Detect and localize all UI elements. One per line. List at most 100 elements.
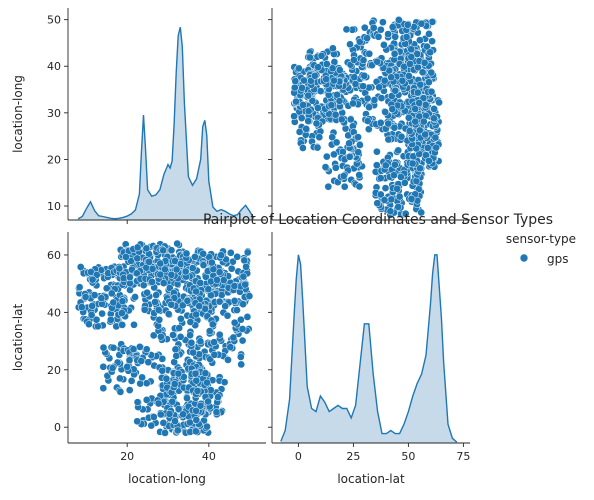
- scatter-point: [203, 378, 211, 387]
- scatter-point: [386, 207, 395, 216]
- scatter-point: [149, 331, 158, 340]
- scatter-point: [346, 40, 354, 49]
- scatter-point: [85, 320, 93, 329]
- y-tick-label: 40: [47, 60, 61, 73]
- scatter-point: [133, 243, 142, 252]
- scatter-point: [159, 246, 168, 255]
- scatter-point: [99, 343, 108, 352]
- y-axis-label-lat: location-lat: [11, 304, 25, 372]
- scatter-point: [324, 182, 333, 191]
- scatter-point: [215, 297, 224, 306]
- scatter-point: [116, 388, 125, 396]
- scatter-point: [107, 289, 116, 298]
- scatter-point: [142, 345, 151, 354]
- scatter-point: [215, 268, 224, 277]
- x-tick-label: 75: [456, 450, 470, 463]
- x-axis-label-lat: location-lat: [337, 472, 405, 486]
- scatter-point: [426, 48, 435, 57]
- scatter-point: [365, 103, 373, 112]
- scatter-point: [118, 309, 126, 317]
- scatter-point: [237, 360, 246, 369]
- scatter-point: [142, 396, 151, 404]
- scatter-point: [317, 51, 326, 60]
- scatter-point: [407, 53, 416, 61]
- scatter-point: [394, 16, 403, 24]
- scatter-point: [363, 117, 372, 125]
- scatter-point: [142, 244, 151, 253]
- scatter-point: [233, 306, 241, 314]
- scatter-point: [238, 336, 247, 345]
- scatter-point: [217, 251, 225, 260]
- scatter-point: [204, 285, 213, 294]
- scatter-point: [405, 72, 413, 80]
- scatter-point: [397, 132, 406, 141]
- scatter-point: [145, 257, 153, 266]
- scatter-point: [161, 429, 169, 437]
- scatter-point: [321, 163, 330, 171]
- scatter-point: [88, 275, 97, 284]
- scatter-point: [300, 76, 308, 85]
- scatter-point: [219, 276, 228, 284]
- scatter-point: [402, 33, 411, 41]
- x-tick-label: 25: [346, 450, 360, 463]
- scatter-point: [125, 386, 134, 394]
- scatter-point: [92, 315, 101, 324]
- scatter-point: [405, 127, 414, 135]
- scatter-point: [174, 405, 183, 413]
- scatter-point: [192, 376, 201, 385]
- scatter-point: [375, 83, 383, 92]
- scatter-point: [330, 76, 338, 85]
- scatter-point: [330, 150, 338, 159]
- scatter-point: [191, 253, 199, 261]
- y-tick-label: 30: [47, 107, 61, 120]
- scatter-point: [339, 172, 348, 180]
- scatter-point: [129, 345, 138, 354]
- scatter-point: [156, 259, 165, 268]
- scatter-point: [88, 302, 97, 310]
- scatter-point: [314, 63, 322, 71]
- scatter-point: [172, 265, 181, 274]
- legend-title: sensor-type: [506, 232, 576, 246]
- scatter-point: [174, 369, 183, 378]
- scatter-point: [428, 37, 436, 46]
- scatter-point: [157, 332, 165, 341]
- scatter-point: [224, 356, 232, 364]
- scatter-point: [384, 30, 392, 38]
- scatter-point: [380, 41, 388, 49]
- scatter-point: [355, 182, 364, 191]
- scatter-point: [186, 418, 194, 427]
- scatter-point: [223, 311, 232, 320]
- scatter-point: [230, 297, 239, 305]
- scatter-point: [127, 377, 136, 385]
- scatter-point: [401, 209, 410, 218]
- scatter-point: [230, 282, 239, 290]
- scatter-point: [377, 94, 386, 102]
- scatter-point: [195, 302, 204, 311]
- scatter-point: [342, 25, 351, 34]
- scatter-point: [131, 293, 139, 301]
- scatter-point: [360, 23, 369, 32]
- scatter-point: [364, 125, 373, 134]
- scatter-point: [416, 164, 424, 173]
- scatter-point: [376, 174, 385, 182]
- scatter-point: [329, 44, 337, 53]
- y-tick-label: 60: [47, 249, 61, 262]
- scatter-point: [363, 34, 371, 43]
- scatter-point: [416, 80, 425, 89]
- scatter-point: [290, 112, 298, 121]
- kde-long-line: [77, 27, 255, 220]
- scatter-point: [226, 248, 235, 257]
- scatter-point: [372, 161, 381, 170]
- scatter-point: [417, 208, 426, 217]
- scatter-point: [115, 264, 124, 273]
- scatter-point: [369, 23, 378, 32]
- scatter-point: [416, 36, 424, 45]
- scatter-point: [297, 114, 306, 122]
- scatter-point: [191, 427, 200, 436]
- scatter-point: [133, 254, 142, 263]
- scatter-point: [156, 270, 165, 279]
- scatter-point: [384, 119, 393, 128]
- scatter-point: [126, 273, 134, 282]
- y-tick-label: 20: [47, 153, 61, 166]
